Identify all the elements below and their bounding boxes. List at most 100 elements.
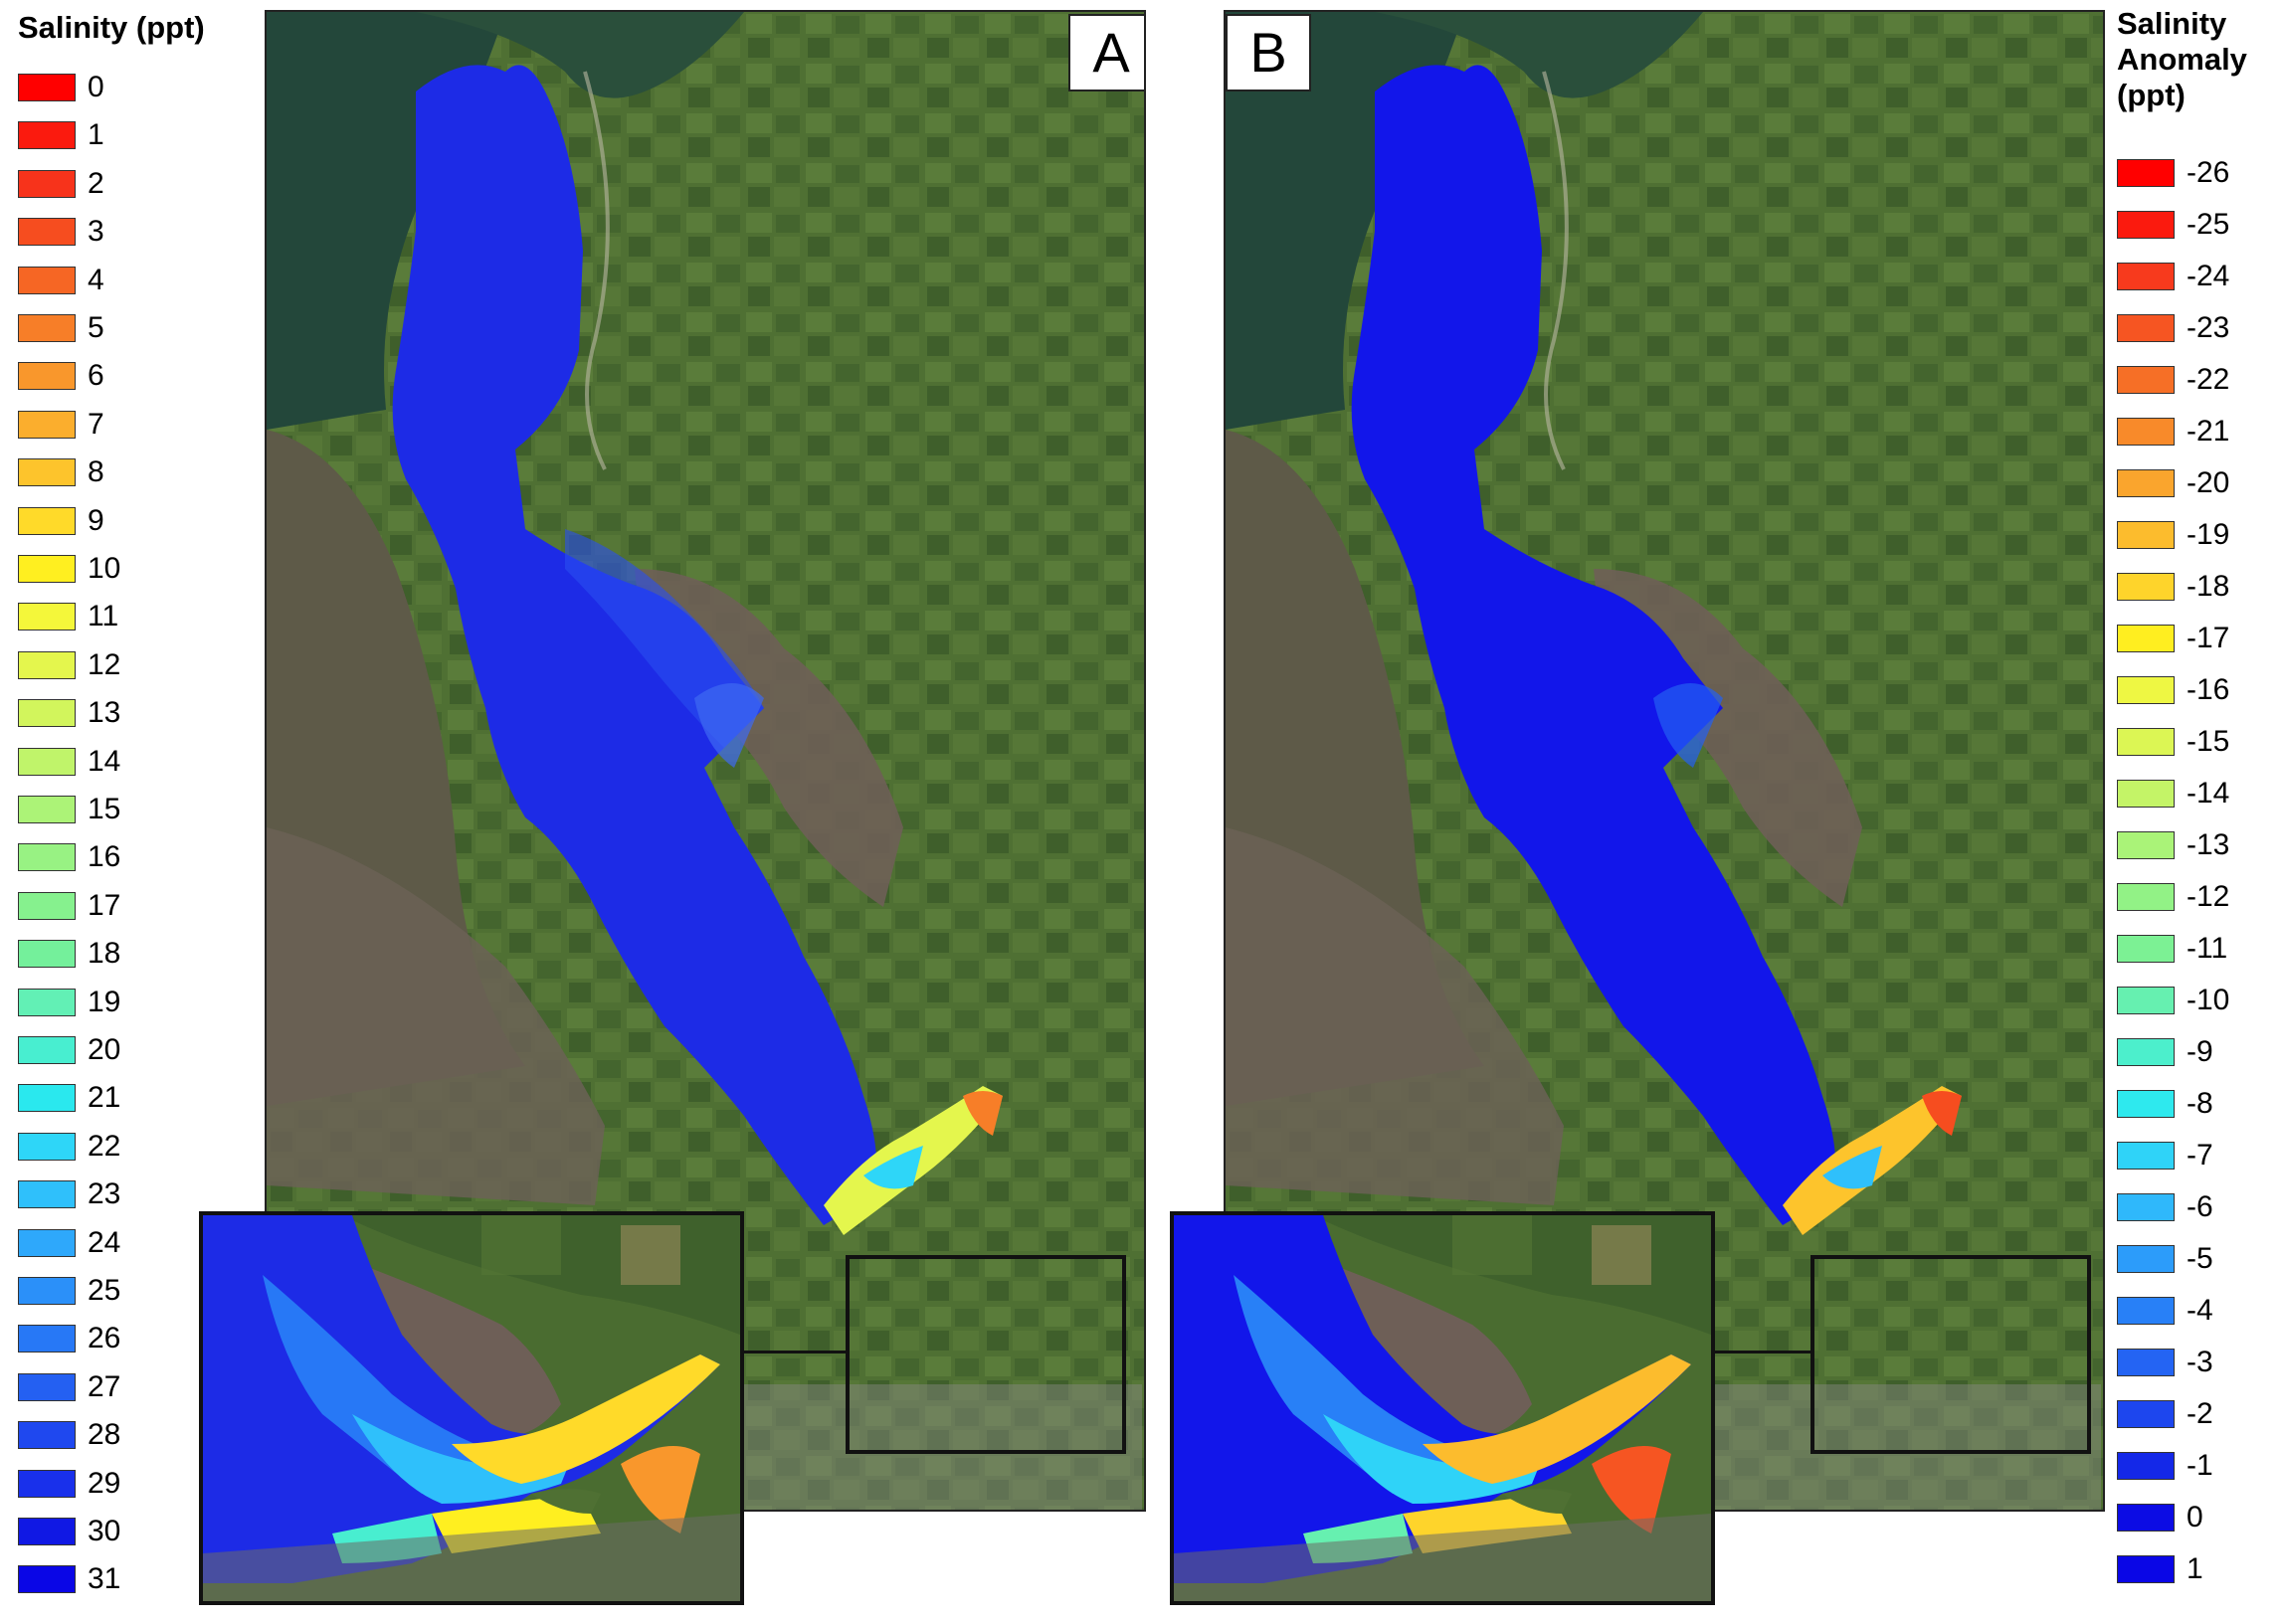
legend-entry: -13	[2117, 829, 2276, 861]
legend-entry: -1	[2117, 1450, 2276, 1482]
legend-entry: -8	[2117, 1088, 2276, 1120]
legend-label: 26	[88, 1322, 121, 1355]
legend-label: 30	[88, 1515, 121, 1547]
legend-swatch	[2117, 1400, 2175, 1428]
legend-swatch	[18, 603, 76, 632]
legend-entry: -11	[2117, 933, 2276, 965]
legend-swatch	[2117, 521, 2175, 549]
legend-label: -21	[2187, 415, 2230, 448]
legend-label: -19	[2187, 518, 2230, 551]
legend-swatch	[2117, 314, 2175, 342]
legend-swatch	[2117, 263, 2175, 290]
inset-reference-box-a	[846, 1255, 1126, 1454]
legend-label: 7	[88, 407, 104, 441]
legend-swatch	[2117, 211, 2175, 239]
legend-entry: 0	[18, 71, 177, 103]
legend-label: 1	[88, 118, 104, 152]
legend-swatch	[2117, 1452, 2175, 1480]
legend-swatch	[2117, 831, 2175, 859]
legend-label: 15	[88, 793, 121, 825]
legend-entry: -3	[2117, 1347, 2276, 1378]
legend-entry: 3	[18, 216, 177, 248]
legend-label: 28	[88, 1418, 121, 1452]
legend-label: -24	[2187, 260, 2230, 292]
legend-label: 19	[88, 985, 121, 1018]
legend-entry: -9	[2117, 1035, 2276, 1068]
legend-label: 31	[88, 1562, 121, 1596]
legend-swatch	[18, 843, 76, 872]
legend-swatch	[2117, 625, 2175, 652]
legend-swatch	[18, 458, 76, 487]
legend-label: 12	[88, 647, 121, 681]
legend-swatch	[2117, 1038, 2175, 1066]
legend-swatch	[2117, 1349, 2175, 1376]
legend-label: -7	[2187, 1139, 2213, 1172]
legend-label: 1	[2187, 1552, 2203, 1585]
legend-swatch	[18, 988, 76, 1016]
legend-label: 13	[88, 696, 121, 730]
legend-entry: 29	[18, 1467, 177, 1500]
legend-entry: 4	[18, 264, 177, 296]
legend-label: 23	[88, 1177, 121, 1211]
legend-right-title-line-2: Anomaly	[2117, 42, 2247, 77]
legend-swatch	[18, 940, 76, 969]
legend-swatch	[18, 1180, 76, 1209]
legend-label: 2	[88, 166, 104, 200]
legend-label: 20	[88, 1033, 121, 1066]
legend-entry: -6	[2117, 1191, 2276, 1223]
legend-label: 14	[88, 744, 121, 778]
legend-label: 25	[88, 1274, 121, 1307]
inset-map-b	[1170, 1211, 1715, 1605]
legend-entry: 2	[18, 166, 177, 200]
legend-entry: 7	[18, 407, 177, 441]
legend-swatch	[2117, 676, 2175, 704]
legend-label: 22	[88, 1129, 121, 1163]
legend-label: -26	[2187, 156, 2230, 189]
panel-a-label: A	[1068, 14, 1144, 91]
legend-entry: -12	[2117, 881, 2276, 913]
legend-label: 9	[88, 503, 104, 537]
legend-label: -10	[2187, 984, 2230, 1016]
legend-entry: -5	[2117, 1243, 2276, 1275]
legend-swatch	[18, 506, 76, 535]
legend-swatch	[18, 1421, 76, 1450]
legend-swatch	[2117, 883, 2175, 911]
inset-leader-line-b	[1711, 1351, 1812, 1353]
legend-label: -4	[2187, 1294, 2213, 1327]
legend-entry: -4	[2117, 1294, 2276, 1327]
legend-label: -15	[2187, 725, 2230, 758]
legend-entry: 13	[18, 696, 177, 730]
legend-swatch	[18, 1469, 76, 1498]
legend-swatch	[18, 1372, 76, 1401]
legend-label: -20	[2187, 466, 2230, 499]
legend-entry: 16	[18, 840, 177, 874]
legend-label: -17	[2187, 622, 2230, 654]
legend-swatch	[18, 362, 76, 391]
legend-label: 27	[88, 1369, 121, 1403]
legend-label: -25	[2187, 208, 2230, 241]
legend-entry: 21	[18, 1081, 177, 1115]
legend-entry: 31	[18, 1562, 177, 1596]
legend-label: 5	[88, 311, 104, 344]
legend-entry: 24	[18, 1225, 177, 1259]
legend-swatch	[18, 1277, 76, 1305]
legend-label: 21	[88, 1081, 121, 1115]
legend-swatch	[18, 121, 76, 150]
inset-reference-box-b	[1810, 1255, 2091, 1454]
legend-swatch	[18, 555, 76, 583]
legend-label: -2	[2187, 1397, 2213, 1430]
legend-label: 24	[88, 1225, 121, 1259]
legend-entry: 19	[18, 985, 177, 1018]
legend-swatch	[2117, 418, 2175, 446]
legend-label: -23	[2187, 311, 2230, 344]
legend-entry: -10	[2117, 984, 2276, 1016]
legend-swatch	[18, 1036, 76, 1064]
legend-right-title-line-3: (ppt)	[2117, 78, 2186, 112]
legend-label: 0	[88, 71, 104, 103]
legend-label: -9	[2187, 1035, 2213, 1068]
legend-swatch	[2117, 935, 2175, 963]
legend-swatch	[2117, 573, 2175, 601]
legend-entry: 0	[2117, 1502, 2276, 1534]
legend-label: 16	[88, 840, 121, 874]
legend-entry: -25	[2117, 208, 2276, 241]
